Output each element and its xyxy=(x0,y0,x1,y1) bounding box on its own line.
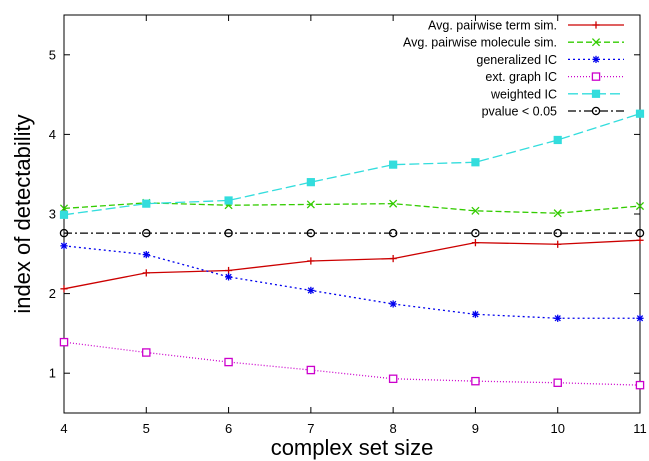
series-2 xyxy=(60,242,644,322)
x-axis-label: complex set size xyxy=(271,435,434,460)
data-point xyxy=(592,55,600,63)
data-point xyxy=(635,380,645,390)
legend-entry: pvalue < 0.05 xyxy=(482,105,624,119)
x-tick-label: 7 xyxy=(307,421,314,436)
y-tick-label: 3 xyxy=(49,207,56,222)
data-point xyxy=(389,199,398,208)
y-axis-label: index of detectability xyxy=(10,114,35,313)
data-point xyxy=(388,374,398,384)
legend-entry: Avg. pairwise term sim. xyxy=(428,19,624,33)
data-point xyxy=(553,135,562,145)
data-point xyxy=(224,196,233,205)
data-point xyxy=(306,365,316,375)
data-point xyxy=(554,314,562,322)
legend-entry: weighted IC xyxy=(490,87,624,101)
data-point xyxy=(389,254,397,263)
data-point xyxy=(635,228,645,238)
legend-label: pvalue < 0.05 xyxy=(482,105,557,119)
data-point xyxy=(553,378,562,388)
data-point xyxy=(591,38,601,47)
data-point xyxy=(389,160,398,169)
data-point xyxy=(306,178,315,187)
data-point xyxy=(471,239,480,247)
data-point xyxy=(60,242,68,250)
data-point xyxy=(591,106,601,116)
data-point xyxy=(224,357,233,367)
legend-entry: ext. graph IC xyxy=(485,70,624,84)
plot-area xyxy=(63,14,641,414)
data-point xyxy=(553,209,562,218)
data-point xyxy=(591,72,601,81)
data-point xyxy=(224,228,233,238)
legend: Avg. pairwise term sim. Avg. pairwise mol… xyxy=(403,19,624,119)
data-point xyxy=(142,199,151,208)
x-tick-label: 8 xyxy=(390,421,397,436)
series-line xyxy=(63,341,641,386)
data-point xyxy=(389,300,397,308)
x-tick-label: 10 xyxy=(550,421,564,436)
data-point xyxy=(635,201,645,211)
data-point xyxy=(471,158,480,167)
data-point xyxy=(224,273,233,281)
legend-entry: generalized IC xyxy=(476,53,624,67)
data-point xyxy=(142,348,151,357)
x-tick-label: 9 xyxy=(472,421,479,436)
data-point xyxy=(142,228,151,238)
x-tick-label: 4 xyxy=(60,421,67,436)
series-3 xyxy=(59,337,645,390)
series-5 xyxy=(59,228,645,238)
data-point xyxy=(636,314,644,322)
data-point xyxy=(554,240,562,248)
data-point xyxy=(553,228,562,238)
data-point xyxy=(592,21,600,29)
legend-label: ext. graph IC xyxy=(485,70,557,84)
data-point xyxy=(591,89,601,98)
data-point xyxy=(471,228,480,238)
series-line xyxy=(63,202,641,214)
data-point xyxy=(388,228,398,238)
data-point xyxy=(306,228,316,238)
data-point xyxy=(307,286,315,295)
data-point xyxy=(636,236,644,244)
y-tick-label: 1 xyxy=(49,366,56,381)
data-point xyxy=(224,266,233,275)
series-layer xyxy=(59,109,645,390)
data-point xyxy=(59,228,69,238)
data-point xyxy=(471,376,480,386)
legend-label: generalized IC xyxy=(476,53,557,67)
series-4 xyxy=(59,109,645,219)
data-point xyxy=(471,206,480,215)
data-point xyxy=(471,310,480,318)
data-point xyxy=(59,210,69,219)
legend-label: Avg. pairwise term sim. xyxy=(428,19,557,33)
data-point xyxy=(306,200,315,209)
data-point xyxy=(142,269,150,277)
legend-entry: Avg. pairwise molecule sim. xyxy=(403,36,624,50)
data-point xyxy=(635,109,645,118)
data-point xyxy=(59,337,69,347)
data-point xyxy=(60,285,68,293)
y-tick-label: 5 xyxy=(49,47,56,62)
series-line xyxy=(63,245,640,319)
data-point xyxy=(142,250,150,259)
legend-label: Avg. pairwise molecule sim. xyxy=(403,36,557,50)
data-point xyxy=(307,257,315,265)
x-tick-label: 6 xyxy=(225,421,232,436)
x-tick-label: 5 xyxy=(143,421,150,436)
series-0 xyxy=(60,236,644,293)
y-tick-label: 2 xyxy=(49,286,56,301)
x-tick-label: 11 xyxy=(633,421,647,436)
series-line xyxy=(63,239,641,290)
y-tick-label: 4 xyxy=(49,127,56,142)
legend-label: weighted IC xyxy=(490,87,557,101)
